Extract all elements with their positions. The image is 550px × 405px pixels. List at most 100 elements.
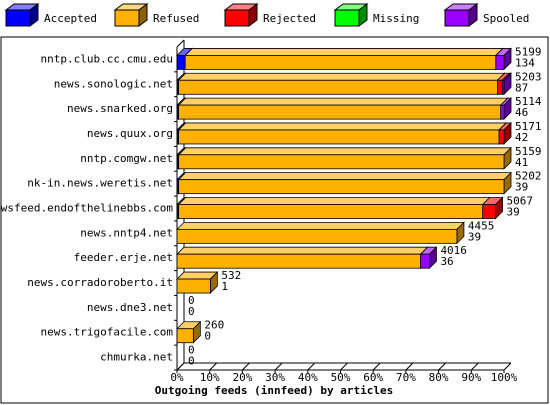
bar-front bbox=[178, 79, 498, 95]
bar-top bbox=[177, 147, 512, 156]
legend-item: Missing bbox=[333, 3, 419, 27]
legend-swatch bbox=[444, 9, 470, 27]
bar-segment bbox=[176, 271, 219, 295]
x-tick bbox=[438, 362, 446, 371]
bar-front bbox=[498, 129, 505, 145]
legend-item: Spooled bbox=[443, 3, 529, 27]
x-tick bbox=[274, 362, 283, 371]
bar-top bbox=[176, 221, 465, 230]
bar-segment bbox=[184, 47, 504, 71]
x-tick bbox=[405, 362, 414, 371]
bar-segment bbox=[177, 121, 508, 145]
y-tick-label: nntp.comgw.net bbox=[80, 152, 173, 165]
count-label: 0 bbox=[188, 305, 195, 318]
bar-front bbox=[176, 228, 458, 244]
y-tick-label: chmurka.net bbox=[100, 351, 173, 364]
x-tick-label: 50% bbox=[331, 371, 351, 384]
bar-front bbox=[500, 104, 505, 120]
bar-segment bbox=[177, 97, 509, 121]
x-tick-label: 20% bbox=[232, 371, 252, 384]
bar-segment bbox=[176, 320, 202, 344]
total-label: 4455 bbox=[468, 219, 495, 232]
legend-label: Missing bbox=[373, 12, 419, 25]
bar-segment bbox=[501, 72, 512, 96]
bar-front bbox=[495, 55, 505, 70]
y-tick-label: news.dne3.net bbox=[87, 301, 173, 314]
count-label: 39 bbox=[515, 181, 528, 194]
y-tick-label: feeder.erje.net bbox=[74, 251, 173, 264]
count-label: 41 bbox=[515, 156, 528, 169]
legend-label: Spooled bbox=[483, 12, 529, 25]
bar-segment bbox=[419, 246, 438, 270]
total-label: 5159 bbox=[515, 145, 542, 158]
bar-front bbox=[178, 179, 505, 195]
total-label: 5202 bbox=[515, 170, 542, 183]
total-label: 532 bbox=[221, 269, 241, 282]
total-label: 5203 bbox=[515, 70, 542, 83]
bar-front bbox=[176, 55, 186, 70]
bar-front bbox=[176, 253, 422, 269]
bar-segment bbox=[499, 97, 512, 121]
bar-top bbox=[177, 97, 509, 106]
x-tick bbox=[503, 362, 512, 371]
bar-top bbox=[176, 246, 429, 255]
bar-front bbox=[497, 79, 503, 95]
count-label: 1 bbox=[221, 280, 228, 293]
bar-segment bbox=[177, 146, 512, 170]
legend-label: Accepted bbox=[44, 12, 97, 25]
bar-front bbox=[184, 55, 497, 70]
bar-segment bbox=[176, 221, 465, 245]
x-tick-label: 40% bbox=[298, 371, 318, 384]
legend-item: Accepted bbox=[4, 3, 97, 27]
legend-swatch bbox=[224, 9, 250, 27]
bar-segment bbox=[498, 121, 512, 145]
total-label: 0 bbox=[188, 294, 195, 307]
bar-front bbox=[176, 278, 211, 294]
x-tick bbox=[242, 362, 250, 371]
bar-front bbox=[501, 79, 505, 95]
bar-front bbox=[178, 129, 500, 145]
x-tick-label: 10% bbox=[200, 371, 220, 384]
y-tick-label: newsfeed.endofthelinebbs.com bbox=[0, 202, 173, 215]
legend-label: Refused bbox=[153, 12, 199, 25]
legend-item: Refused bbox=[113, 3, 199, 27]
x-tick-label: 70% bbox=[396, 371, 416, 384]
bar-front bbox=[482, 204, 496, 219]
x-tick-label: 80% bbox=[429, 371, 449, 384]
bar-segment bbox=[177, 72, 506, 96]
bar-segment bbox=[177, 196, 491, 220]
count-label: 39 bbox=[506, 206, 519, 219]
bar-front bbox=[178, 104, 502, 120]
count-label: 134 bbox=[515, 56, 535, 69]
legend-swatch bbox=[5, 9, 31, 27]
total-label: 5114 bbox=[515, 95, 542, 108]
total-label: 260 bbox=[204, 319, 224, 332]
x-tick-label: 100% bbox=[491, 371, 518, 384]
y-tick-label: news.sonologic.net bbox=[54, 77, 173, 90]
bar-top bbox=[177, 172, 512, 181]
bar-segment bbox=[176, 246, 429, 270]
x-tick-label: 60% bbox=[363, 371, 383, 384]
count-label: 46 bbox=[515, 106, 528, 119]
count-label: 42 bbox=[515, 131, 528, 144]
bar-front bbox=[176, 328, 194, 344]
bar-segment bbox=[494, 47, 512, 71]
count-label: 87 bbox=[515, 81, 528, 94]
plot-frame bbox=[0, 36, 549, 404]
legend-swatch bbox=[334, 9, 360, 27]
x-tick bbox=[307, 362, 316, 371]
count-label: 0 bbox=[204, 330, 211, 343]
x-tick bbox=[470, 362, 479, 371]
legend-item: Rejected bbox=[223, 3, 316, 27]
total-label: 0 bbox=[188, 344, 195, 357]
y-tick-label: news.snarked.org bbox=[67, 102, 173, 115]
total-label: 5199 bbox=[515, 45, 542, 58]
axis-line bbox=[176, 39, 185, 48]
x-tick-label: 90% bbox=[461, 371, 481, 384]
bar-front bbox=[178, 204, 484, 219]
bar-segment bbox=[481, 196, 504, 220]
bar-front bbox=[178, 154, 505, 170]
y-tick-label: nk-in.news.weretis.net bbox=[27, 177, 173, 190]
y-tick-label: news.quux.org bbox=[87, 127, 173, 140]
